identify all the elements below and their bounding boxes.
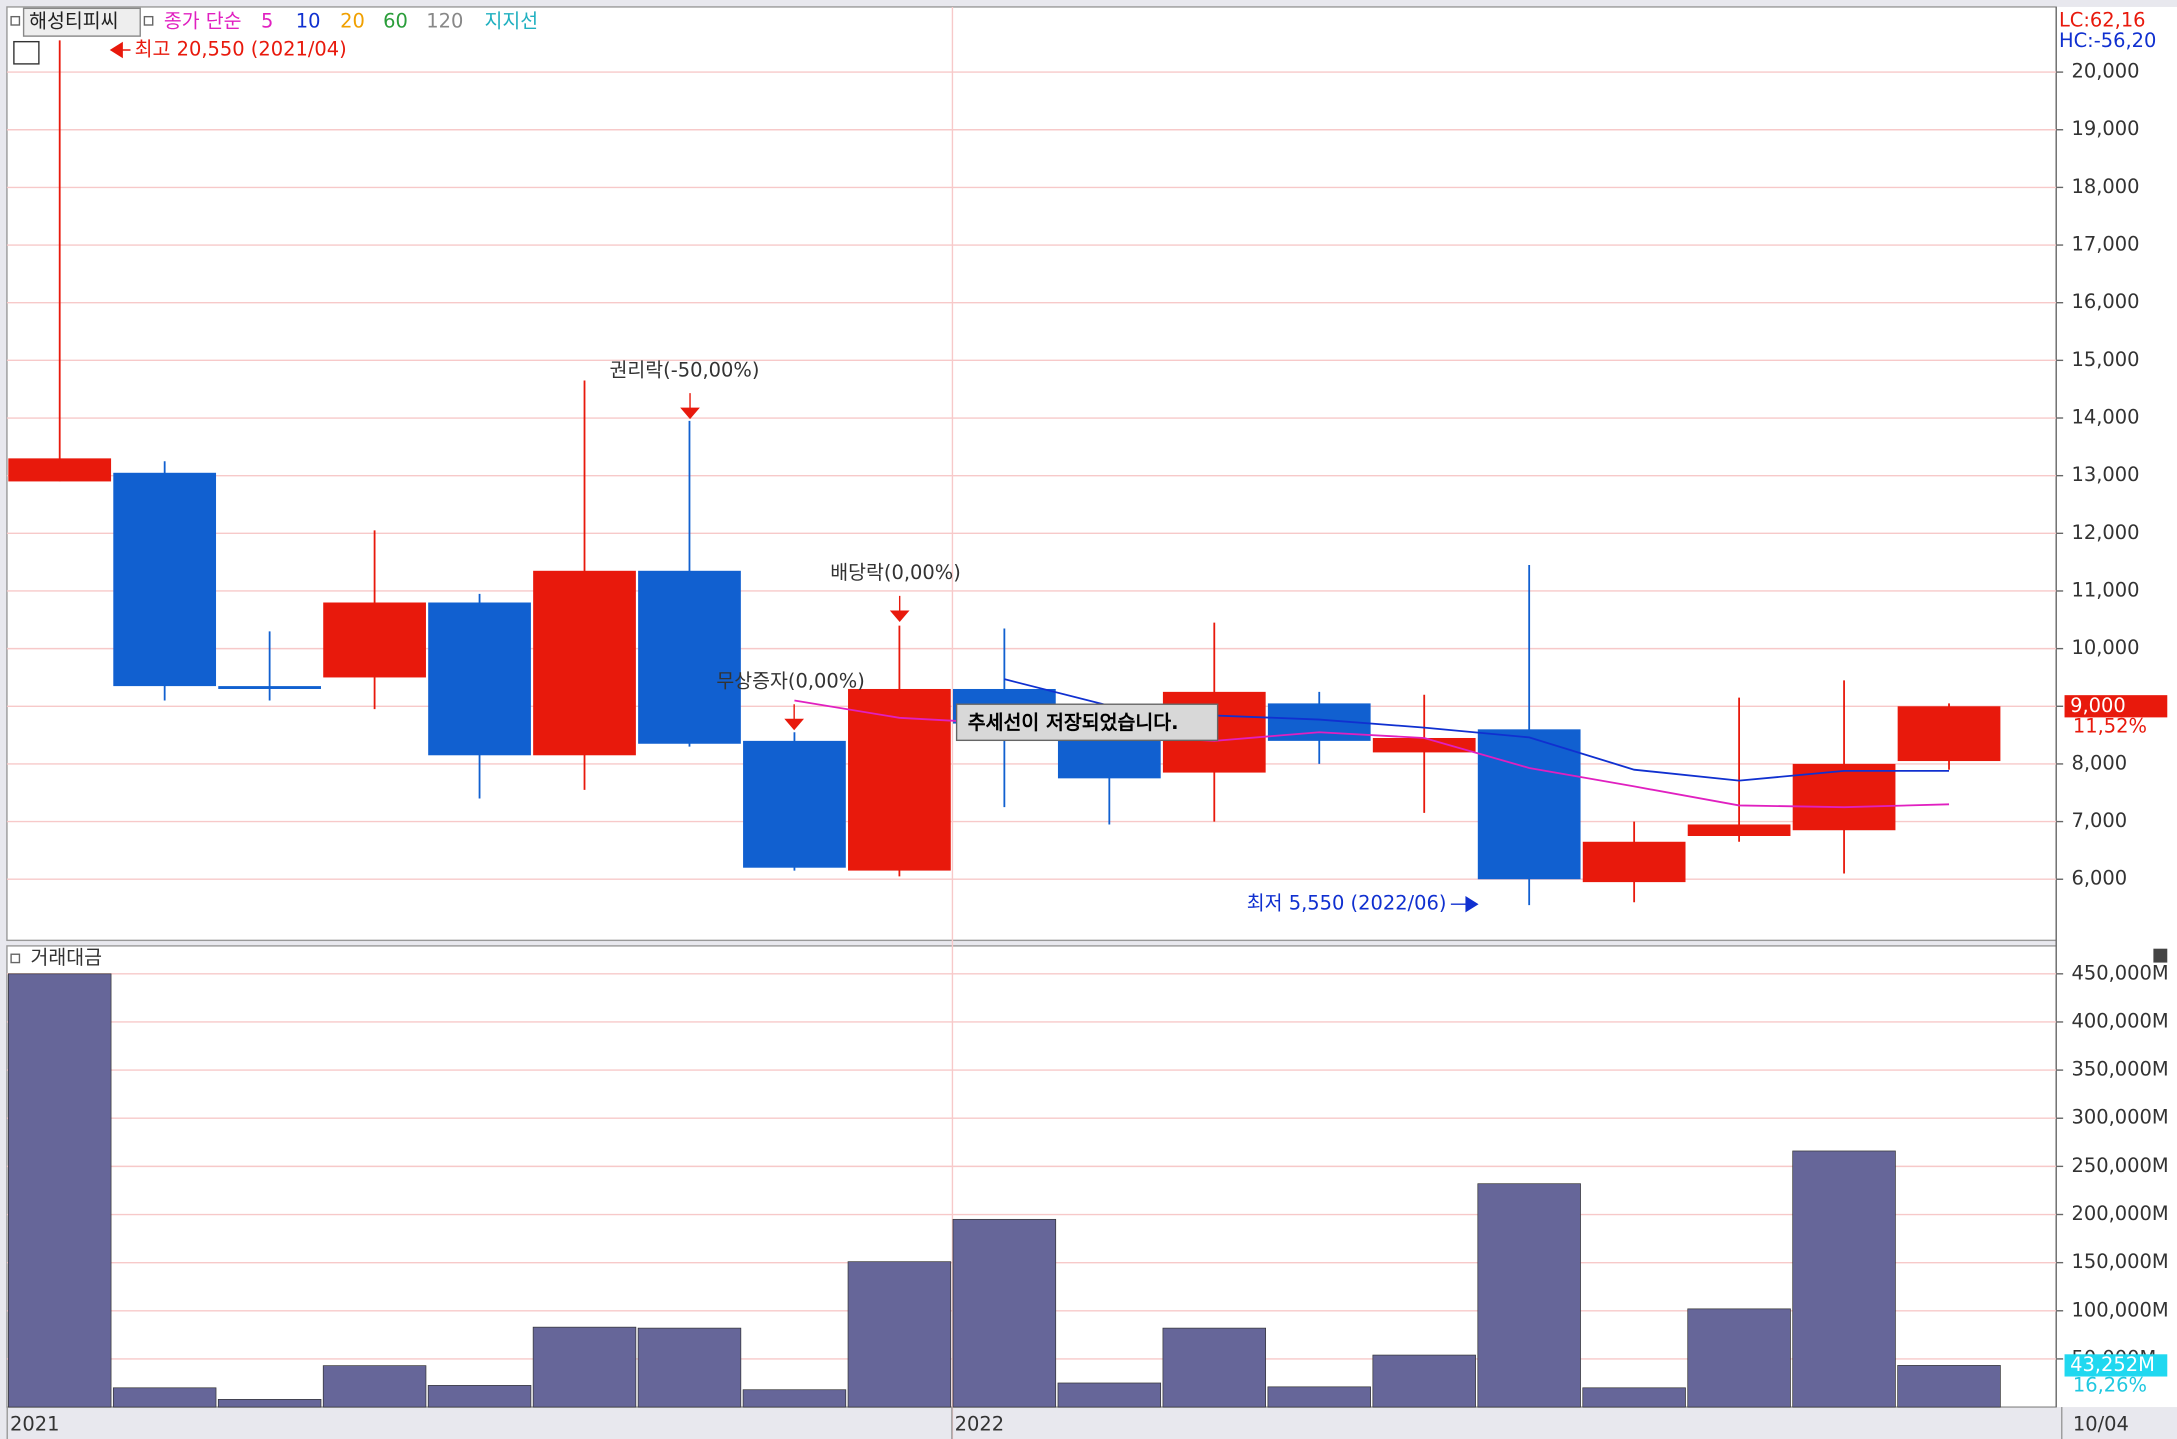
volume-bar — [1897, 1365, 2001, 1408]
y-tick-label: 450,000M — [2071, 961, 2168, 984]
volume-bar — [427, 1385, 532, 1408]
candle-body — [743, 740, 846, 868]
marker-arrow — [784, 704, 805, 731]
volume-bar — [1162, 1327, 1267, 1408]
volume-bar — [1267, 1386, 1371, 1408]
y-tick-label: 300,000M — [2071, 1106, 2168, 1129]
candle-body — [1792, 763, 1896, 831]
candle-body — [533, 570, 636, 756]
legend-title: 종가 단순 — [164, 10, 242, 33]
legend-entry: 지지선 — [485, 10, 539, 33]
volume-bar — [1057, 1382, 1162, 1408]
y-tick-label: 200,000M — [2071, 1202, 2168, 1225]
x-tick-label: 2021 — [10, 1413, 59, 1436]
y-tick-label: 16,000 — [2071, 290, 2139, 313]
change-label: 11,52% — [2073, 715, 2147, 738]
candle-body — [113, 472, 217, 687]
y-tick-label: 13,000 — [2071, 463, 2139, 486]
toast-text: 추세선이 저장되었습니다. — [968, 711, 1179, 734]
volume-bar — [322, 1365, 427, 1408]
legend-entry: 60 — [383, 10, 408, 33]
y-tick-label: 14,000 — [2071, 406, 2139, 429]
marker-arrow — [1450, 896, 1479, 913]
chart-title: 해성티피씨 — [29, 10, 118, 33]
y-tick-label: 18,000 — [2071, 175, 2139, 198]
volume-bar — [112, 1387, 217, 1408]
marker-arrow — [109, 41, 131, 59]
volume-bar — [532, 1326, 637, 1408]
candle-body — [8, 458, 112, 482]
y-tick-label: 11,000 — [2071, 578, 2139, 601]
y-tick-label: 100,000M — [2071, 1298, 2168, 1321]
settings-icon[interactable] — [13, 40, 40, 65]
y-tick-label: 6,000 — [2071, 867, 2127, 890]
title-box — [22, 7, 141, 37]
candle-body — [218, 686, 321, 689]
y-tick-label: 17,000 — [2071, 233, 2139, 256]
legend-marker — [143, 15, 154, 26]
y-tick-label: 150,000M — [2071, 1250, 2168, 1273]
candle-body — [1477, 729, 1581, 880]
candle-body — [1897, 706, 2001, 762]
y-tick-label: 250,000M — [2071, 1154, 2168, 1177]
event-label: 무상증자(0,00%) — [716, 669, 864, 692]
candle-body — [1582, 841, 1686, 883]
candle-body — [1372, 737, 1476, 753]
legend-marker — [10, 15, 21, 26]
y-tick-label: 20,000 — [2071, 60, 2139, 83]
y-tick-label: 8,000 — [2071, 751, 2127, 774]
volume-bar — [952, 1218, 1057, 1408]
close-icon[interactable] — [2153, 948, 2168, 963]
legend-entry: 10 — [296, 10, 321, 33]
legend-entry: 120 — [426, 10, 463, 33]
max-label: 최고 20,550 (2021/04) — [135, 38, 347, 61]
volume-bar — [742, 1389, 847, 1408]
legend-entry: 5 — [261, 10, 273, 33]
change-label: 16,26% — [2073, 1374, 2147, 1397]
y-tick-label: 12,000 — [2071, 521, 2139, 544]
min-label: 최저 5,550 (2022/06) — [1247, 892, 1447, 915]
lc-label: LC:62,16 — [2059, 8, 2146, 31]
marker-arrow — [680, 393, 700, 420]
candle-body — [428, 602, 531, 756]
cursor-date: 10/04 — [2073, 1413, 2129, 1436]
event-label: 배당락(0,00%) — [830, 561, 961, 584]
volume-bar — [637, 1327, 742, 1408]
volume-marker-label: 43,252M — [2070, 1353, 2155, 1376]
volume-marker — [2064, 1354, 2168, 1377]
panel-title: 거래대금 — [31, 946, 103, 969]
volume-bar — [1687, 1308, 1791, 1408]
marker-arrow — [889, 595, 910, 622]
event-label: 권리락(-50,00%) — [610, 358, 760, 381]
volume-bar — [7, 973, 112, 1408]
x-tick-label: 2022 — [955, 1413, 1004, 1436]
volume-bar — [1477, 1183, 1581, 1408]
price-marker-label: 9,000 — [2070, 694, 2126, 717]
volume-bar — [1582, 1387, 1686, 1408]
hc-label: HC:-56,20 — [2059, 29, 2156, 52]
candle-body — [1687, 824, 1791, 836]
legend-entry: 20 — [340, 10, 365, 33]
legend-marker — [10, 953, 21, 964]
toast — [955, 703, 1219, 742]
candle-body — [848, 688, 951, 871]
volume-bar — [847, 1261, 952, 1408]
volume-bar — [1372, 1354, 1476, 1408]
price-marker — [2064, 695, 2168, 718]
candle-body — [323, 602, 426, 678]
y-tick-label: 7,000 — [2071, 809, 2127, 832]
y-tick-label: 350,000M — [2071, 1058, 2168, 1081]
y-tick-label: 400,000M — [2071, 1009, 2168, 1032]
volume-bar — [1792, 1150, 1896, 1408]
candle-body — [638, 570, 741, 744]
price-panel — [6, 6, 2057, 942]
y-tick-label: 10,000 — [2071, 636, 2139, 659]
volume-bar — [217, 1399, 322, 1408]
y-tick-label: 15,000 — [2071, 348, 2139, 371]
y-tick-label: 19,000 — [2071, 117, 2139, 140]
